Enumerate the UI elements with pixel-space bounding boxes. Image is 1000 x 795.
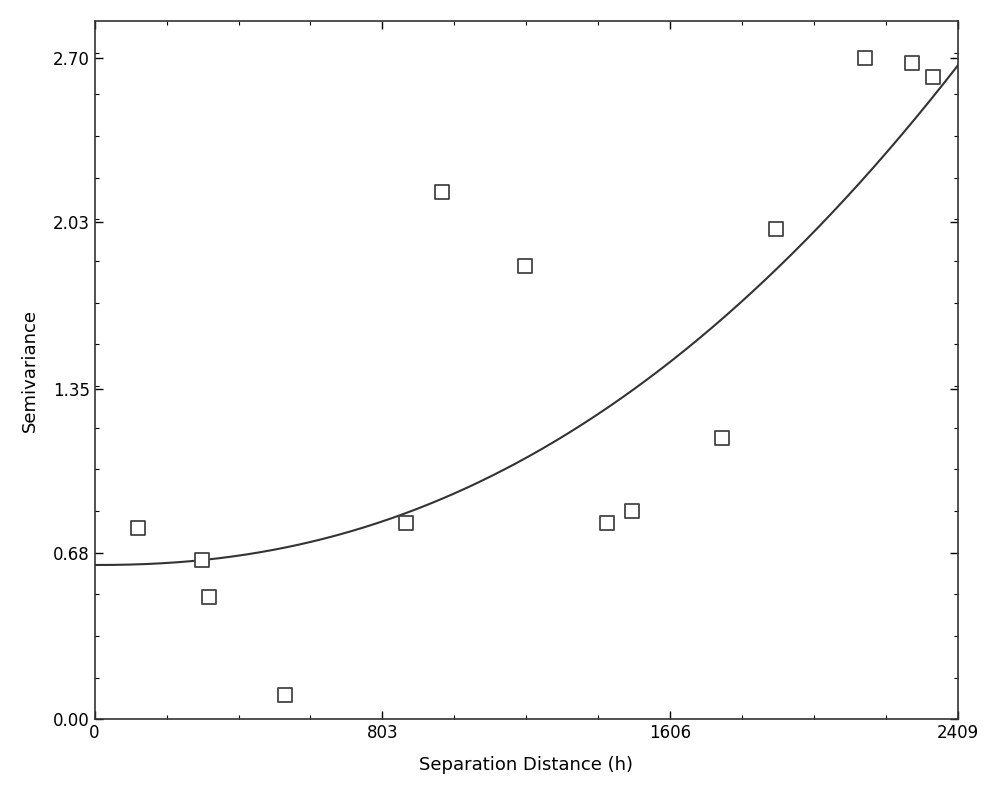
Point	[398, 517, 414, 529]
Point	[194, 554, 210, 567]
Point	[904, 56, 920, 69]
Point	[714, 431, 730, 444]
Point	[857, 51, 873, 64]
Point	[599, 517, 615, 529]
X-axis label: Separation Distance (h): Separation Distance (h)	[419, 756, 633, 774]
Point	[925, 71, 941, 83]
Point	[130, 522, 146, 534]
Point	[624, 505, 640, 518]
Point	[434, 186, 450, 199]
Point	[201, 591, 217, 603]
Point	[517, 260, 533, 273]
Point	[768, 223, 784, 235]
Y-axis label: Semivariance: Semivariance	[21, 308, 39, 432]
Point	[277, 688, 293, 701]
